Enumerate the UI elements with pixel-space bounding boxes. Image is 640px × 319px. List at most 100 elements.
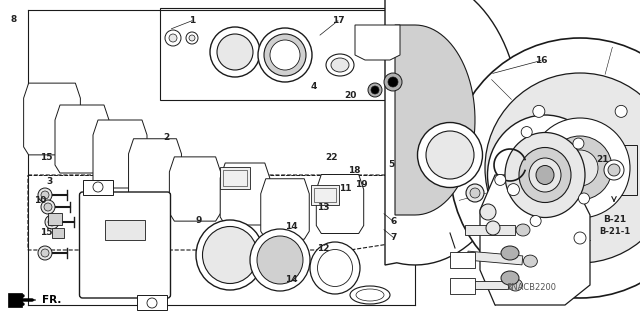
Ellipse shape bbox=[501, 246, 519, 260]
Polygon shape bbox=[467, 251, 523, 265]
Ellipse shape bbox=[210, 27, 260, 77]
Text: 2: 2 bbox=[163, 133, 170, 142]
Circle shape bbox=[147, 298, 157, 308]
Ellipse shape bbox=[519, 147, 571, 203]
Text: FR.: FR. bbox=[42, 295, 61, 305]
Text: 15: 15 bbox=[40, 228, 53, 237]
Bar bbox=[52, 228, 64, 238]
Circle shape bbox=[38, 188, 52, 202]
Text: 21: 21 bbox=[596, 155, 609, 164]
Ellipse shape bbox=[196, 220, 264, 290]
Circle shape bbox=[608, 164, 620, 176]
Text: 9: 9 bbox=[195, 216, 202, 225]
Ellipse shape bbox=[488, 115, 602, 235]
Text: 20: 20 bbox=[344, 91, 357, 100]
Ellipse shape bbox=[202, 226, 257, 284]
Ellipse shape bbox=[257, 236, 303, 284]
Circle shape bbox=[368, 83, 382, 97]
Text: 15: 15 bbox=[40, 153, 53, 162]
Ellipse shape bbox=[524, 255, 538, 267]
Circle shape bbox=[480, 204, 496, 220]
Ellipse shape bbox=[250, 229, 310, 291]
Circle shape bbox=[521, 127, 532, 137]
Bar bbox=[223, 170, 247, 186]
Polygon shape bbox=[355, 25, 400, 60]
Ellipse shape bbox=[426, 131, 474, 179]
Polygon shape bbox=[220, 163, 270, 225]
Circle shape bbox=[44, 203, 52, 211]
Bar bbox=[48, 213, 62, 225]
Bar bbox=[311, 185, 339, 205]
Polygon shape bbox=[8, 293, 22, 307]
Polygon shape bbox=[55, 105, 109, 173]
Circle shape bbox=[189, 35, 195, 41]
Circle shape bbox=[508, 184, 520, 196]
Text: 11: 11 bbox=[339, 184, 352, 193]
Polygon shape bbox=[480, 175, 590, 305]
Circle shape bbox=[548, 136, 612, 200]
Polygon shape bbox=[450, 252, 475, 268]
Polygon shape bbox=[385, 0, 520, 265]
Polygon shape bbox=[170, 157, 221, 221]
Ellipse shape bbox=[501, 271, 519, 285]
Circle shape bbox=[615, 105, 627, 117]
Text: 22: 22 bbox=[325, 153, 338, 162]
Circle shape bbox=[384, 73, 402, 91]
Circle shape bbox=[38, 246, 52, 260]
Ellipse shape bbox=[350, 286, 390, 304]
Text: 7: 7 bbox=[390, 233, 397, 242]
Bar bbox=[314, 188, 336, 202]
Circle shape bbox=[93, 182, 103, 192]
Circle shape bbox=[371, 86, 379, 94]
Polygon shape bbox=[260, 179, 309, 239]
Circle shape bbox=[573, 138, 584, 149]
Circle shape bbox=[388, 77, 398, 87]
Circle shape bbox=[470, 188, 480, 198]
Text: 19: 19 bbox=[355, 180, 368, 189]
Ellipse shape bbox=[509, 279, 522, 291]
Polygon shape bbox=[450, 278, 475, 294]
Text: 8: 8 bbox=[11, 15, 17, 24]
Ellipse shape bbox=[264, 34, 306, 76]
Text: 1: 1 bbox=[189, 16, 195, 25]
Polygon shape bbox=[129, 139, 182, 205]
Text: 14: 14 bbox=[285, 222, 298, 231]
Text: 16: 16 bbox=[534, 56, 547, 65]
Ellipse shape bbox=[310, 242, 360, 294]
Circle shape bbox=[530, 118, 630, 218]
Ellipse shape bbox=[317, 249, 353, 286]
Circle shape bbox=[495, 174, 506, 185]
Circle shape bbox=[485, 73, 640, 263]
Ellipse shape bbox=[270, 40, 300, 70]
Circle shape bbox=[45, 215, 59, 229]
Polygon shape bbox=[465, 225, 515, 235]
Polygon shape bbox=[463, 281, 508, 289]
Ellipse shape bbox=[217, 34, 253, 70]
Text: 3: 3 bbox=[47, 177, 53, 186]
Circle shape bbox=[169, 34, 177, 42]
Ellipse shape bbox=[356, 289, 384, 301]
Circle shape bbox=[533, 105, 545, 117]
Text: 6: 6 bbox=[390, 217, 397, 226]
Ellipse shape bbox=[417, 122, 483, 188]
Circle shape bbox=[186, 32, 198, 44]
Text: SNACB2200: SNACB2200 bbox=[506, 283, 556, 292]
Bar bbox=[160, 8, 408, 100]
Polygon shape bbox=[395, 25, 475, 215]
Text: 10: 10 bbox=[34, 196, 47, 205]
Bar bbox=[592, 145, 637, 195]
Ellipse shape bbox=[505, 132, 585, 218]
Circle shape bbox=[604, 160, 624, 180]
Circle shape bbox=[41, 200, 55, 214]
Ellipse shape bbox=[536, 166, 554, 184]
Ellipse shape bbox=[529, 158, 561, 192]
Circle shape bbox=[486, 221, 500, 235]
Polygon shape bbox=[24, 83, 81, 155]
Circle shape bbox=[562, 150, 598, 186]
Text: 5: 5 bbox=[388, 160, 395, 169]
Ellipse shape bbox=[331, 58, 349, 72]
Circle shape bbox=[41, 249, 49, 257]
Bar bbox=[105, 220, 145, 240]
Text: B-21-1: B-21-1 bbox=[600, 227, 630, 236]
Polygon shape bbox=[93, 120, 147, 188]
